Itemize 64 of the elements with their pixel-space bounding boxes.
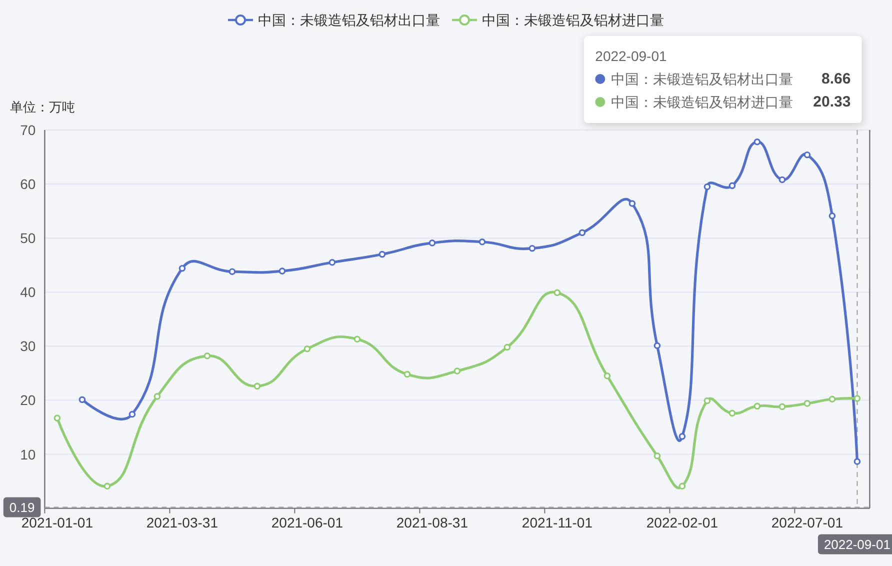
point	[478, 238, 486, 246]
point	[328, 259, 336, 266]
point	[778, 403, 786, 410]
ref-line-label: 0.19	[9, 500, 35, 515]
y-tick-label: 40	[20, 284, 36, 300]
x-tick-label: 2022-02-01	[646, 514, 718, 530]
point	[204, 352, 211, 360]
point	[504, 344, 511, 351]
point	[728, 410, 736, 417]
point	[454, 368, 461, 374]
point	[54, 414, 61, 422]
point	[654, 452, 661, 460]
y-tick-label: 10	[20, 446, 36, 462]
point	[704, 397, 711, 404]
y-axis-title: 单位：万吨	[10, 100, 75, 114]
y-tick-label: 70	[20, 122, 36, 138]
legend: 中国：未锻造铝及铝材出口量 中国：未锻造铝及铝材进口量	[228, 12, 664, 28]
point	[78, 396, 86, 404]
x-tick-label: 2021-11-01	[522, 514, 593, 530]
x-tick-label: 2022-07-01	[771, 514, 844, 530]
point	[828, 396, 836, 403]
category-label: 2022-09-01	[595, 48, 667, 64]
point	[278, 268, 286, 274]
x-tick-label: 2021-03-31	[146, 514, 218, 530]
x-tick-label: 2021-08-31	[396, 514, 468, 530]
point	[354, 336, 361, 343]
y-tick-label: 30	[20, 338, 36, 354]
point	[778, 176, 786, 184]
point	[578, 229, 586, 236]
y-tick-label: 20	[20, 392, 36, 408]
text: 20.33	[813, 94, 851, 110]
legend-label: 中国：未锻造铝及铝材进口量	[611, 94, 794, 110]
point	[754, 402, 761, 410]
point	[628, 200, 636, 207]
point	[128, 410, 136, 418]
point	[804, 400, 811, 407]
point	[728, 182, 736, 190]
point	[804, 151, 811, 158]
text: 8.66	[821, 70, 851, 88]
point	[854, 395, 861, 402]
point	[254, 382, 261, 390]
y-tick-label: 60	[20, 176, 36, 192]
point	[428, 240, 436, 246]
point	[704, 183, 711, 190]
x-tick-label: 2021-01-01	[21, 514, 94, 530]
point	[378, 250, 386, 258]
y-tick-label: 50	[20, 230, 36, 246]
point	[678, 433, 686, 440]
point	[154, 393, 161, 400]
point	[304, 345, 311, 352]
point	[228, 268, 236, 275]
point	[528, 244, 536, 252]
point	[404, 370, 411, 378]
point	[654, 342, 661, 350]
point	[604, 372, 611, 380]
point	[104, 482, 111, 490]
point	[828, 212, 836, 220]
point	[854, 458, 861, 465]
point	[678, 482, 686, 490]
point	[178, 264, 186, 272]
point	[754, 138, 761, 146]
x-tick-label: 2021-06-01	[271, 514, 344, 530]
point	[554, 289, 561, 296]
legend-label: 中国：未锻造铝及铝材出口量	[611, 71, 794, 87]
